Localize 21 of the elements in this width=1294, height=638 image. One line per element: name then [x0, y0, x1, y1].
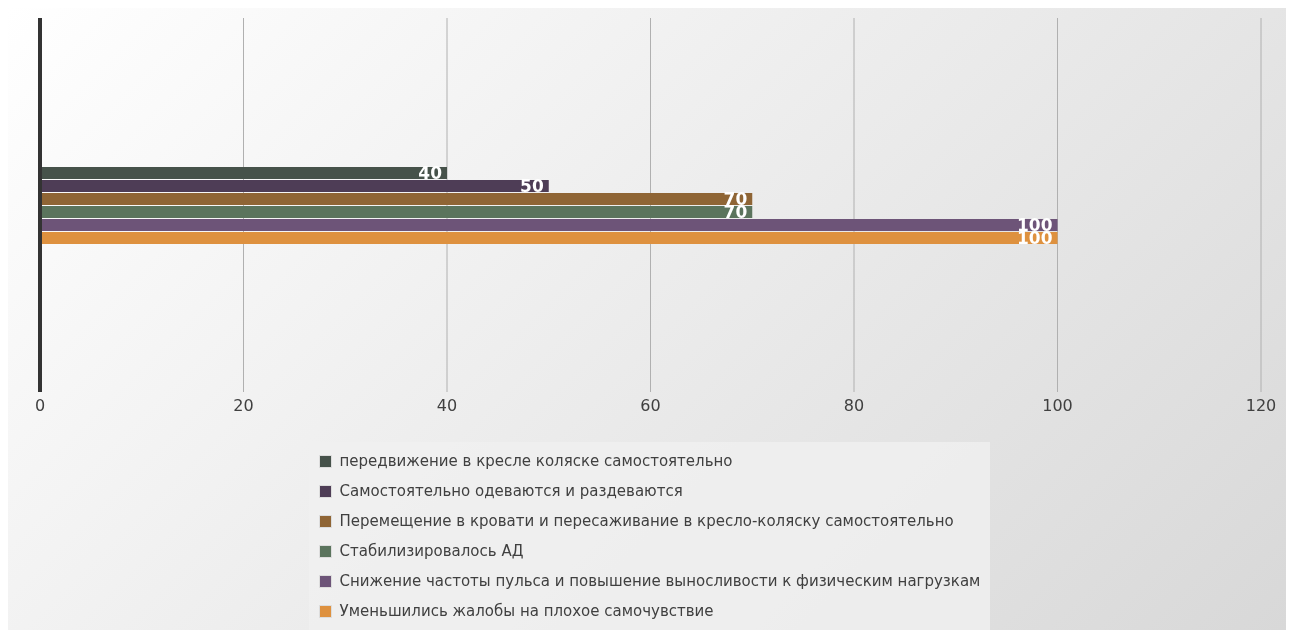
- x-tick-label: 100: [1042, 396, 1073, 416]
- data-label: 50: [520, 176, 544, 197]
- x-tick-label: 120: [1245, 396, 1277, 416]
- legend-label: Снижение частоты пульса и повышение выносливости к физическим нагрузкам: [339, 572, 981, 590]
- x-tick-label: 0: [34, 396, 46, 416]
- bar: [40, 167, 447, 179]
- legend-label: передвижение в кресле коляске самостоятельно: [339, 452, 733, 470]
- legend-label: Уменьшились жалобы на плохое самочувствие: [339, 602, 714, 620]
- x-tick-label: 80: [843, 396, 865, 416]
- bar: [40, 206, 753, 218]
- legend-label: Стабилизировалось АД: [339, 542, 524, 560]
- bar: [40, 232, 1058, 244]
- x-tick-label: 40: [436, 396, 458, 416]
- bar: [40, 219, 1058, 231]
- bar: [40, 180, 549, 192]
- legend-label: Самостоятельно одеваются и раздеваются: [339, 482, 683, 500]
- data-label: 40: [418, 163, 443, 184]
- legend-label: Перемещение в кровати и пересаживание в кресло-коляску самостоятельно: [339, 512, 954, 530]
- x-tick-label: 20: [233, 396, 254, 416]
- bar: [40, 193, 753, 205]
- x-tick-label: 60: [640, 396, 661, 416]
